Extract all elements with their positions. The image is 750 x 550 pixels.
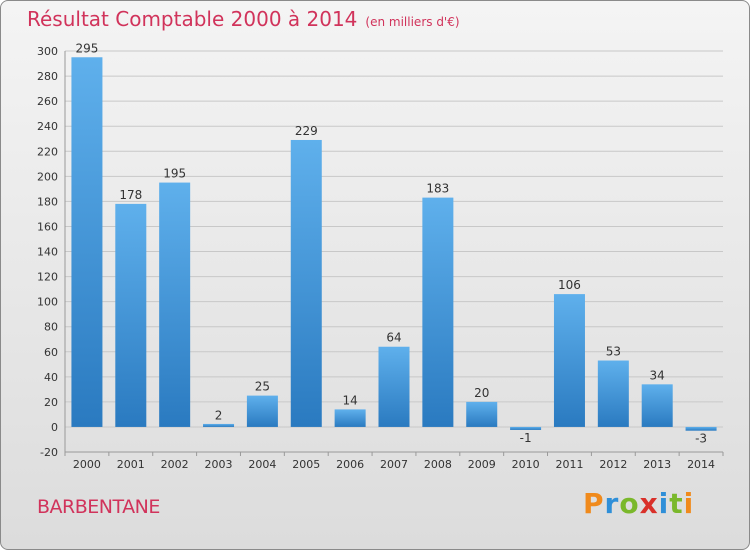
x-tick-label-2008: 2008 xyxy=(424,458,452,471)
title-text: Résultat Comptable 2000 à 2014 xyxy=(27,7,358,31)
value-label-2003: 2 xyxy=(215,408,223,422)
value-label-2009: 20 xyxy=(474,386,489,400)
value-label-2004: 25 xyxy=(255,380,270,394)
commune-name: BARBENTANE xyxy=(37,496,160,518)
y-tick-label: 240 xyxy=(37,120,58,133)
bar-2011 xyxy=(553,294,585,427)
value-label-2014: -3 xyxy=(695,432,707,446)
value-label-2013: 34 xyxy=(650,368,665,382)
bar-2003 xyxy=(203,423,235,427)
bar-2008 xyxy=(422,197,454,427)
unit-label: (en milliers d'€) xyxy=(365,15,460,29)
value-label-2012: 53 xyxy=(606,345,621,359)
axis-layer: -200204060801001201401601802002202402602… xyxy=(37,45,724,471)
value-label-2002: 195 xyxy=(163,167,186,181)
value-label-2005: 229 xyxy=(295,124,318,138)
bar-2012 xyxy=(597,360,629,427)
logo-letter: i xyxy=(658,487,670,520)
y-tick-label: 60 xyxy=(44,346,58,359)
y-tick-label: 180 xyxy=(37,195,58,208)
bar-2004 xyxy=(246,395,278,427)
bar-2009 xyxy=(466,401,498,427)
x-tick-label-2004: 2004 xyxy=(248,458,276,471)
bar-2002 xyxy=(159,182,191,427)
x-tick-label-2006: 2006 xyxy=(336,458,364,471)
x-tick-label-2007: 2007 xyxy=(380,458,408,471)
y-tick-label: 80 xyxy=(44,321,58,334)
bar-2010 xyxy=(510,426,542,430)
y-tick-label: 300 xyxy=(37,45,58,58)
value-label-2011: 106 xyxy=(558,278,581,292)
y-tick-label: 220 xyxy=(37,145,58,158)
bar-2007 xyxy=(378,346,410,427)
logo-letter: o xyxy=(619,487,640,520)
value-label-2007: 64 xyxy=(386,331,401,345)
y-tick-label: 100 xyxy=(37,296,58,309)
value-label-2008: 183 xyxy=(426,182,449,196)
y-tick-label: 260 xyxy=(37,95,58,108)
logo-letter: P xyxy=(583,487,605,520)
y-tick-label: 40 xyxy=(44,371,58,384)
x-tick-label-2012: 2012 xyxy=(599,458,627,471)
y-tick-label: 280 xyxy=(37,70,58,83)
x-tick-label-2003: 2003 xyxy=(205,458,233,471)
bar-2001 xyxy=(115,203,147,427)
y-tick-label: 200 xyxy=(37,170,58,183)
y-tick-label: 160 xyxy=(37,220,58,233)
logo-letter: i xyxy=(683,487,695,520)
value-label-2001: 178 xyxy=(119,188,142,202)
x-tick-label-2013: 2013 xyxy=(643,458,671,471)
y-tick-label: 120 xyxy=(37,271,58,284)
logo-letter: x xyxy=(639,487,659,520)
bar-2013 xyxy=(641,384,673,427)
chart-title: Résultat Comptable 2000 à 2014 (en millie… xyxy=(27,7,460,31)
x-tick-label-2002: 2002 xyxy=(161,458,189,471)
value-label-2000: 295 xyxy=(75,41,98,55)
bar-layer xyxy=(71,57,717,431)
x-tick-label-2001: 2001 xyxy=(117,458,145,471)
x-tick-label-2011: 2011 xyxy=(555,458,583,471)
proxiti-logo: Proxiti xyxy=(583,487,694,520)
y-tick-label: 0 xyxy=(51,421,58,434)
value-label-2010: -1 xyxy=(520,431,532,445)
x-tick-label-2014: 2014 xyxy=(687,458,715,471)
y-tick-label: 140 xyxy=(37,246,58,259)
bar-2014 xyxy=(685,426,717,431)
x-tick-label-2005: 2005 xyxy=(292,458,320,471)
bar-2006 xyxy=(334,409,366,427)
x-tick-label-2000: 2000 xyxy=(73,458,101,471)
logo-letter: t xyxy=(669,487,684,520)
y-tick-label: 20 xyxy=(44,396,58,409)
x-tick-label-2010: 2010 xyxy=(512,458,540,471)
y-tick-label: -20 xyxy=(40,446,58,459)
label-layer: 295 178 195 2 25 229 14 64 183 20 -1 106 53 34 -3 xyxy=(75,41,707,445)
bar-2000 xyxy=(71,57,103,427)
logo-letter: r xyxy=(604,487,620,520)
value-label-2006: 14 xyxy=(342,393,357,407)
bar-2005 xyxy=(290,139,322,427)
x-tick-label-2009: 2009 xyxy=(468,458,496,471)
